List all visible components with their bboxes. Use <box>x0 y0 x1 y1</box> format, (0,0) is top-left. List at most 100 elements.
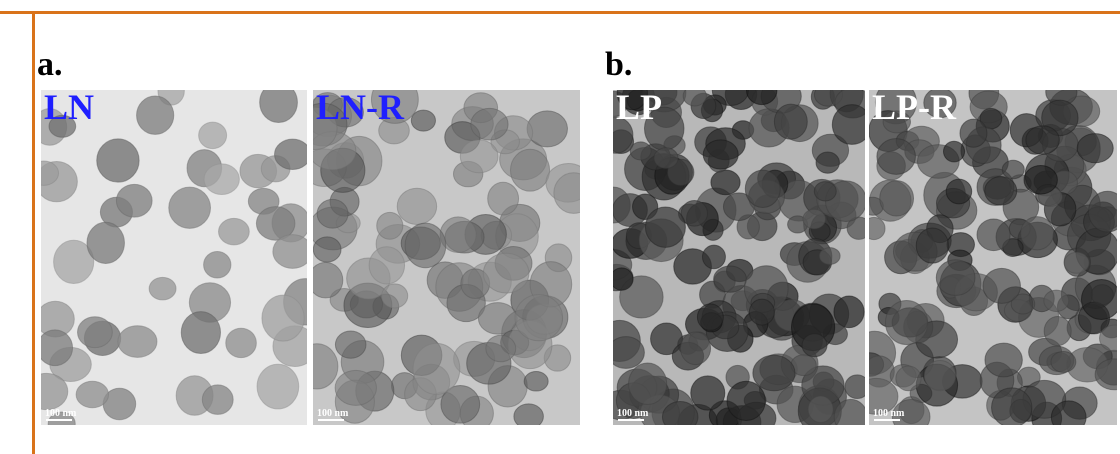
particle <box>924 360 955 390</box>
micrograph <box>869 90 1117 425</box>
image-label: LP-R <box>872 90 956 128</box>
particle <box>510 149 549 191</box>
particle <box>803 209 825 228</box>
particle <box>97 139 139 182</box>
particle <box>1044 316 1071 345</box>
particle <box>382 284 408 308</box>
particle <box>1024 166 1057 195</box>
particle <box>411 110 435 131</box>
scale-bar <box>46 419 72 421</box>
particle <box>369 247 404 284</box>
particle <box>524 371 548 391</box>
particle <box>199 122 227 149</box>
particle <box>820 248 841 265</box>
particle <box>149 277 176 300</box>
particle <box>613 268 633 290</box>
image-label: LN <box>44 90 94 128</box>
particle <box>137 96 174 134</box>
particle <box>714 266 747 292</box>
particle <box>486 335 516 362</box>
particle <box>204 252 231 278</box>
particle <box>745 170 780 207</box>
particle <box>313 262 343 298</box>
particle <box>483 253 529 293</box>
tem-image: LN-R 100 nm <box>313 90 580 425</box>
particle <box>317 199 348 228</box>
particle <box>335 370 376 405</box>
particle <box>257 364 299 409</box>
particle <box>527 111 567 147</box>
micrograph <box>613 90 865 425</box>
particle <box>118 326 157 358</box>
particle <box>802 334 827 357</box>
particle <box>181 312 220 354</box>
particle <box>78 317 113 348</box>
particle <box>219 218 250 244</box>
particle <box>753 355 795 391</box>
figure: a. b. LN 100 nm LN-R 100 nm LP 100 nm LP… <box>0 0 1120 454</box>
particle <box>169 187 211 228</box>
particle <box>943 141 964 162</box>
particle <box>992 388 1032 425</box>
particle <box>478 303 517 335</box>
particle <box>683 90 706 106</box>
top-border <box>0 11 1120 14</box>
particle <box>273 235 307 269</box>
particle <box>703 140 738 169</box>
micrograph <box>41 90 307 425</box>
particle <box>749 299 774 325</box>
particle <box>774 104 807 139</box>
image-label: LP <box>616 90 662 128</box>
particle <box>845 375 865 399</box>
left-border <box>32 11 35 454</box>
particle <box>816 152 839 173</box>
particle <box>313 237 341 262</box>
particle <box>1044 290 1069 311</box>
particle <box>87 222 124 263</box>
particle <box>1081 279 1117 319</box>
particle <box>697 304 723 330</box>
particle <box>405 223 446 268</box>
particle <box>76 381 108 407</box>
particle <box>645 207 685 247</box>
panel-label: b. <box>605 46 632 84</box>
scale-bar <box>318 419 344 421</box>
particle <box>202 385 233 414</box>
particle <box>460 140 498 173</box>
particle <box>727 381 765 420</box>
particle <box>834 296 864 328</box>
particle <box>877 139 916 175</box>
particle <box>262 295 304 341</box>
particle <box>896 366 921 391</box>
particle <box>1026 126 1059 154</box>
scale-label: 100 nm <box>317 408 348 419</box>
particle <box>413 343 460 394</box>
particle <box>977 219 1010 251</box>
particle <box>936 260 975 296</box>
particle <box>1051 351 1076 372</box>
particle <box>629 363 667 404</box>
particle <box>983 268 1020 303</box>
scale-label: 100 nm <box>45 408 76 419</box>
tem-image: LP-R 100 nm <box>869 90 1117 425</box>
particle <box>1077 134 1113 163</box>
particle <box>335 331 366 358</box>
particle <box>488 182 519 215</box>
particle <box>808 396 833 423</box>
particle <box>985 343 1022 377</box>
particle <box>471 108 508 140</box>
particle <box>885 301 927 345</box>
scale-label: 100 nm <box>617 408 648 419</box>
particle <box>711 170 740 195</box>
particle <box>985 177 1017 205</box>
particle <box>880 181 914 216</box>
particle <box>702 245 725 269</box>
particle <box>514 404 544 425</box>
particle <box>1064 252 1089 273</box>
panel-label: a. <box>37 46 63 84</box>
particle <box>204 164 239 195</box>
particle <box>960 119 987 147</box>
tem-image: LP 100 nm <box>613 90 865 425</box>
particle <box>654 148 678 169</box>
particle <box>116 184 152 217</box>
